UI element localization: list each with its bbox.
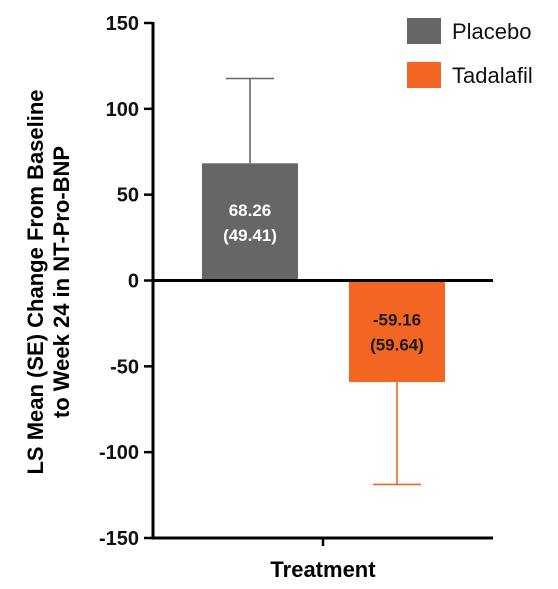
y-axis-title-line-1: LS Mean (SE) Change From Baseline (23, 89, 48, 474)
bar-labels: 68.26 (49.41) -59.16 (59.64) (223, 201, 424, 354)
legend-label-tadalafil: Tadalafil (452, 63, 533, 88)
y-tick-label: -50 (110, 356, 139, 378)
bar-value-label: 68.26 (229, 201, 272, 220)
legend-label-placebo: Placebo (452, 19, 532, 44)
y-tick-label: 100 (106, 99, 139, 121)
bar-tadalafil (349, 280, 445, 383)
y-tick-label: 150 (106, 13, 139, 35)
legend-swatch-tadalafil (407, 62, 441, 88)
bar-value-label: (59.64) (370, 335, 424, 354)
y-axis-title: LS Mean (SE) Change From Baseline to Wee… (23, 89, 74, 474)
y-tick-label: -100 (99, 442, 139, 464)
legend-swatch-placebo (407, 18, 441, 44)
y-axis-title-line-2: to Week 24 in NT-Pro-BNP (49, 146, 74, 418)
legend: Placebo Tadalafil (407, 18, 533, 88)
y-tick-label: -150 (99, 528, 139, 550)
bar-value-label: -59.16 (373, 310, 421, 329)
bar-placebo (202, 163, 298, 281)
y-tick-label: 0 (128, 271, 139, 293)
bars (202, 163, 445, 383)
y-axis-ticks: 150 100 50 0 -50 -100 -150 (99, 13, 153, 550)
x-axis-title: Treatment (270, 557, 376, 582)
error-bars (226, 77, 421, 486)
y-tick-label: 50 (117, 185, 139, 207)
bar-value-label: (49.41) (223, 226, 277, 245)
